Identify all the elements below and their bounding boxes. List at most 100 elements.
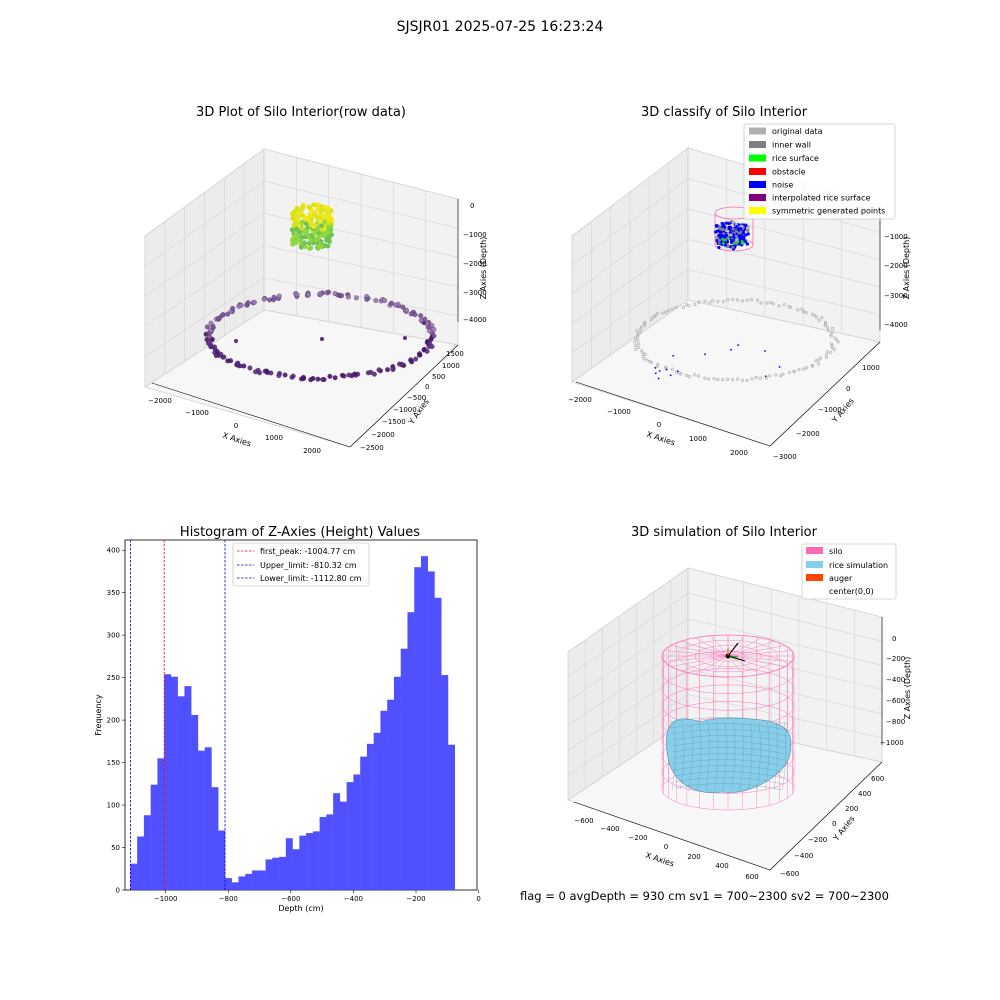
- data-point: [730, 348, 732, 351]
- histogram-bar: [414, 567, 422, 890]
- data-point: [346, 372, 352, 378]
- grid-line: [567, 694, 883, 776]
- histogram-bar: [191, 715, 199, 890]
- histogram-bar: [434, 597, 442, 890]
- z-tick: −2000: [463, 260, 487, 268]
- legend-swatch: [749, 194, 766, 201]
- data-point: [721, 222, 725, 226]
- legend-item: inner wall: [749, 141, 811, 150]
- data-point: [721, 378, 725, 382]
- data-point: [648, 360, 652, 364]
- data-point: [823, 321, 828, 326]
- rice-mesh: [722, 721, 727, 791]
- data-point: [824, 355, 829, 359]
- data-point: [832, 348, 836, 352]
- z-tick: −4000: [884, 321, 908, 329]
- reference-lines: [129, 540, 226, 890]
- data-point: [294, 226, 299, 232]
- x-tick-label: −400: [344, 895, 363, 903]
- data-point: [399, 361, 405, 367]
- y-tick: 500: [432, 373, 445, 381]
- data-point: [303, 221, 309, 227]
- data-point: [707, 377, 711, 381]
- legend: silo rice simulation auger center(0,0): [801, 543, 897, 600]
- legend-label: silo: [829, 547, 843, 556]
- data-point: [329, 232, 334, 238]
- z-tick: 0: [470, 202, 474, 210]
- histogram-bar: [441, 675, 449, 890]
- data-point: [395, 301, 401, 307]
- data-point: [636, 334, 640, 338]
- histogram-bar: [245, 873, 253, 890]
- data-point: [740, 299, 744, 303]
- legend-item: obstacle: [749, 168, 806, 177]
- data-point: [637, 342, 641, 346]
- rice-mesh: [669, 717, 789, 725]
- legend-label: noise: [772, 181, 793, 190]
- y-tick: 1000: [862, 364, 880, 372]
- data-point: [298, 244, 304, 250]
- data-point: [725, 221, 729, 225]
- data-point: [814, 359, 818, 363]
- data-point: [251, 299, 257, 305]
- data-point: [654, 366, 657, 369]
- histogram-bar: [387, 699, 395, 890]
- data-point: [253, 369, 258, 375]
- data-point: [634, 347, 638, 352]
- data-point: [801, 367, 806, 371]
- panel-classify-3d: 3D classify of Silo Interior −2000 −1000…: [568, 105, 911, 461]
- data-point: [782, 302, 787, 307]
- histogram-bar: [380, 710, 388, 890]
- legend-label: rice surface: [772, 154, 819, 163]
- histogram-bar: [346, 782, 354, 890]
- histogram-bar: [279, 856, 287, 890]
- data-point: [339, 293, 344, 299]
- histogram-bar: [224, 878, 232, 890]
- x-tick: 0: [664, 843, 668, 851]
- y-tick: 0: [832, 820, 836, 828]
- data-point: [836, 340, 840, 344]
- data-point: [718, 226, 722, 230]
- data-point: [740, 224, 744, 228]
- data-point: [431, 333, 437, 339]
- data-point: [716, 299, 720, 303]
- data-point: [745, 242, 749, 246]
- data-point: [291, 215, 296, 221]
- data-point: [634, 344, 638, 348]
- data-point: [684, 303, 689, 307]
- data-point: [654, 372, 657, 375]
- data-point: [633, 340, 637, 344]
- status-line: flag = 0 avgDepth = 930 cm sv1 = 700~230…: [520, 889, 889, 903]
- data-point: [261, 296, 267, 302]
- y-tick-label: 150: [107, 759, 120, 767]
- data-point: [309, 216, 315, 222]
- data-point: [326, 236, 332, 241]
- x-tick: −1000: [607, 408, 631, 416]
- data-point: [729, 233, 733, 237]
- legend-item: noise: [749, 181, 793, 190]
- rice-mesh: [773, 721, 778, 791]
- y-tick: −2000: [796, 430, 820, 438]
- pane-gridlines: [571, 159, 881, 369]
- histogram-bar: [373, 732, 381, 890]
- data-point: [403, 336, 407, 340]
- histogram-bar: [177, 696, 185, 890]
- x-ticks: −1000 −800 −600 −400 −200 0: [154, 890, 481, 903]
- data-point: [715, 238, 719, 243]
- x-tick: 2000: [303, 447, 321, 455]
- histogram-bar: [197, 750, 205, 890]
- rice-mesh: [688, 721, 693, 791]
- y-tick: −2000: [371, 431, 395, 439]
- data-point: [345, 294, 351, 300]
- data-point: [723, 238, 728, 242]
- y-tick: −1500: [382, 418, 406, 426]
- data-point: [653, 314, 657, 318]
- data-point: [376, 367, 382, 373]
- data-point: [773, 373, 777, 377]
- legend-swatch: [749, 168, 766, 175]
- data-point: [282, 372, 288, 378]
- histogram-bar: [211, 787, 219, 890]
- data-point: [315, 376, 321, 382]
- legend-item: rice simulation: [806, 561, 888, 570]
- rice-mesh: [697, 721, 702, 791]
